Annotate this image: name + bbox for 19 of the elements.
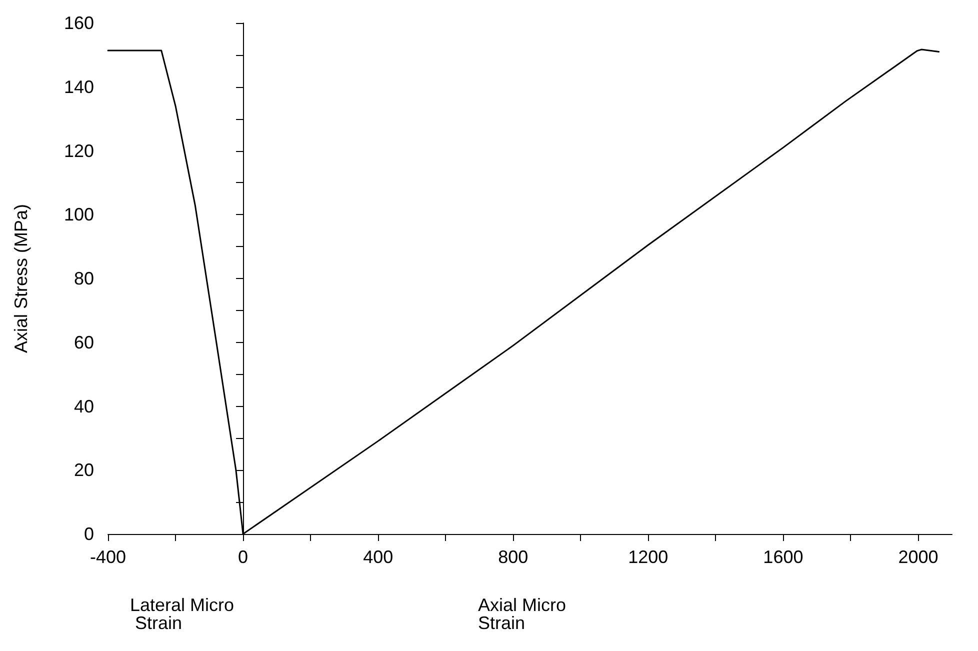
- y-tick-label: 160: [64, 13, 94, 33]
- y-tick-label: 140: [64, 76, 94, 97]
- x-tick-label: -400: [90, 547, 126, 567]
- x-tick-label: 1200: [628, 547, 668, 567]
- x-axis-title: Axial Micro Strain: [478, 595, 572, 633]
- x-tick-label: 400: [363, 547, 394, 567]
- y-tick-label: 100: [64, 204, 94, 225]
- y-tick-label: 40: [74, 396, 94, 416]
- x-tick-label: 2000: [898, 547, 938, 567]
- x-tick-label: 800: [498, 547, 528, 567]
- x-tick-label: 0: [238, 547, 248, 567]
- y-tick-label: 80: [74, 268, 94, 288]
- text: Lateral Micro Strain: [130, 595, 234, 633]
- y-tick-label: 60: [74, 332, 94, 352]
- x-tick-label: 1600: [763, 547, 804, 567]
- y-axis-title: Axial Stress (MPa): [11, 204, 31, 354]
- y-tick-label: 20: [74, 460, 94, 480]
- y-tick-label: 0: [84, 524, 94, 544]
- y-tick-label: 120: [64, 140, 94, 161]
